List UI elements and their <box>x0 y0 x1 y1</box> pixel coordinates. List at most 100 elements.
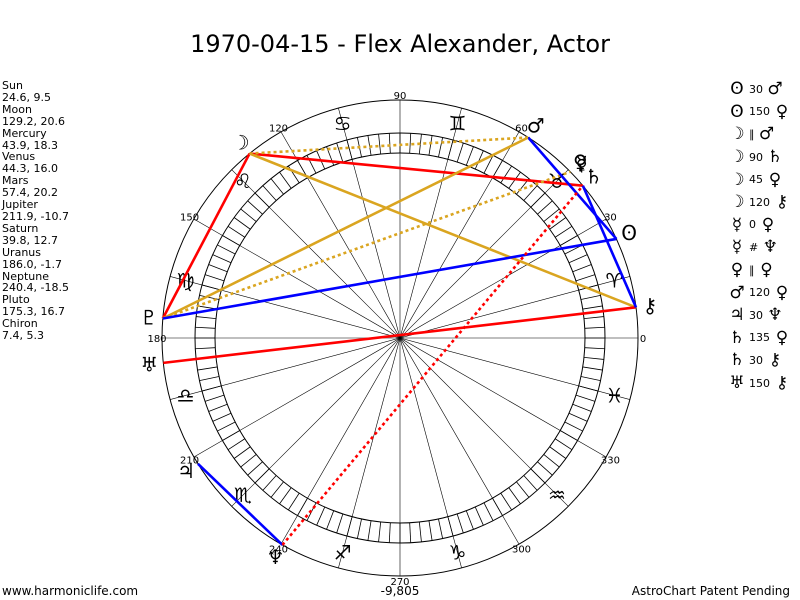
aspect-line <box>249 152 583 187</box>
degree-tick <box>523 475 538 491</box>
planet-position-list: Sun 24.6, 9.5 Moon 129.2, 20.6 Mercury 43.9, … <box>2 80 69 342</box>
degree-label: 330 <box>601 456 620 467</box>
degree-tick <box>197 366 218 371</box>
aspect-line <box>163 306 637 365</box>
planet-values: 7.4, 5.3 <box>2 329 44 343</box>
planet-name: Mercury <box>2 126 47 140</box>
degree-tick <box>270 178 284 195</box>
degree-tick <box>564 421 583 432</box>
aspect-planet-b: ♂ <box>758 124 775 145</box>
aspect-planet-a: ♄ <box>729 350 745 371</box>
degree-tick <box>500 492 512 511</box>
degree-tick <box>583 356 604 360</box>
degree-tick <box>418 521 422 542</box>
planet-glyph: ♃ <box>177 459 195 483</box>
aspect-planet-b: ♀ <box>768 169 782 190</box>
degree-tick <box>316 506 326 526</box>
planet-glyph: ♂ <box>527 114 545 138</box>
degree-tick <box>438 518 444 539</box>
planet-values: 57.4, 20.2 <box>2 186 58 200</box>
degree-tick <box>388 522 391 543</box>
aspect-value: 0 <box>749 218 756 232</box>
aspect-row: ♄ 135 ♀ <box>728 327 791 350</box>
planet-glyph: ⚷ <box>643 294 658 318</box>
aspect-value: 150 <box>749 105 770 119</box>
degree-tick <box>483 502 494 521</box>
degree-label: 150 <box>180 213 199 224</box>
aspect-planet-b: ♂ <box>767 79 783 100</box>
degree-tick <box>582 305 603 310</box>
degree-tick <box>549 446 567 459</box>
aspect-line <box>281 184 584 546</box>
aspect-planet-a: ☿ <box>731 237 743 258</box>
degree-tick <box>456 142 464 163</box>
degree-tick <box>247 200 263 215</box>
aspect-value: 45 <box>749 173 763 187</box>
zodiac-sign-glyph: ♎ <box>177 383 195 407</box>
degree-tick <box>240 208 257 222</box>
planet-name: Mars <box>2 174 29 188</box>
website-link[interactable]: www.harmoniclife.com <box>2 584 139 598</box>
patent-notice: AstroChart Patent Pending <box>631 584 790 598</box>
degree-tick <box>227 226 246 238</box>
degree-tick <box>537 461 553 476</box>
aspect-line <box>249 152 637 309</box>
degree-tick <box>208 403 228 412</box>
planet-name: Venus <box>2 150 36 164</box>
planet-glyph: ʘ <box>621 221 637 245</box>
aspect-line <box>527 136 618 240</box>
aspect-planet-b: ♀ <box>775 101 789 122</box>
aspect-line <box>581 185 638 308</box>
degree-label: 180 <box>147 334 166 345</box>
degree-tick <box>516 481 530 498</box>
degree-tick <box>288 492 300 511</box>
planet-name: Jupiter <box>2 198 38 212</box>
aspect-planet-a: ☽ <box>729 124 745 145</box>
degree-tick <box>199 376 220 382</box>
aspect-planet-b: ♀ <box>775 282 789 303</box>
aspect-planet-a: ☽ <box>729 169 745 190</box>
degree-tick <box>500 165 512 184</box>
aspect-row: ʘ 30 ♂ <box>728 78 791 101</box>
planet-glyph: ☽ <box>232 131 250 155</box>
degree-tick <box>217 244 236 255</box>
aspect-value: # <box>749 240 759 254</box>
degree-tick <box>233 446 251 459</box>
aspect-planet-a: ♅ <box>729 373 745 394</box>
degree-tick <box>554 438 573 450</box>
aspect-planet-b: ⚷ <box>775 192 789 213</box>
aspect-planet-b: ♄ <box>767 147 783 168</box>
planet-values: 24.6, 9.5 <box>2 90 51 104</box>
planet-name: Moon <box>2 102 32 116</box>
degree-tick <box>549 217 567 230</box>
aspect-value: 90 <box>749 150 763 164</box>
aspect-planet-b: ♀ <box>775 327 789 348</box>
planet-values: 129.2, 20.6 <box>2 114 65 128</box>
aspect-line <box>249 136 529 155</box>
degree-tick <box>204 274 225 282</box>
aspect-value: 120 <box>749 195 770 209</box>
degree-tick <box>208 264 228 273</box>
aspect-value: 150 <box>749 376 770 390</box>
planet-glyph: ♆ <box>267 545 285 569</box>
planet-glyph: ♄ <box>585 165 603 189</box>
zodiac-sign-glyph: ♓ <box>605 383 623 407</box>
degree-tick <box>204 394 225 402</box>
aspect-value: 30 <box>749 308 763 322</box>
degree-tick <box>336 513 344 534</box>
degree-tick <box>465 510 474 530</box>
aspect-planet-a: ʘ <box>730 101 744 122</box>
degree-label: 90 <box>394 91 407 102</box>
aspect-row: ♀ ∥ ♀ <box>728 259 791 282</box>
degree-tick <box>438 137 444 158</box>
degree-tick <box>409 133 412 154</box>
degree-label: 210 <box>180 456 199 467</box>
degree-tick <box>575 274 596 282</box>
aspect-planet-a: ♀ <box>730 260 744 281</box>
degree-tick <box>572 264 592 273</box>
planet-name: Saturn <box>2 221 39 235</box>
degree-tick <box>568 254 588 264</box>
aspect-planet-a: ♂ <box>729 282 745 303</box>
planet-name: Chiron <box>2 317 38 331</box>
